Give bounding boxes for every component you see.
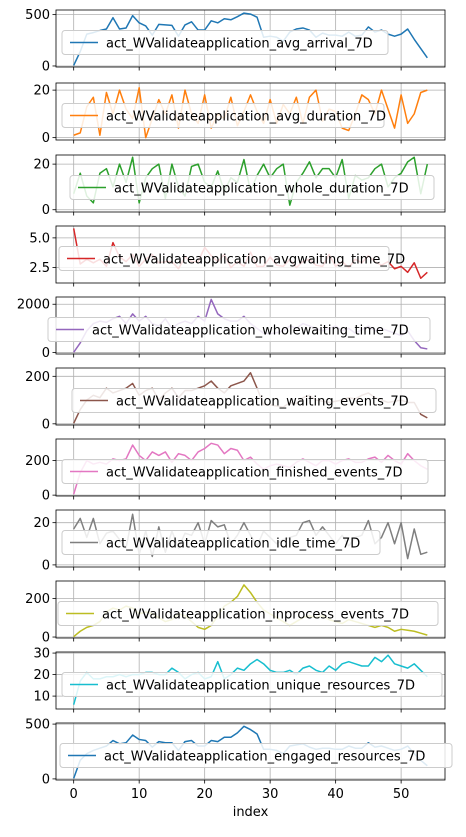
- y-tick-label: 10: [33, 690, 50, 705]
- axes-frame: [55, 9, 446, 68]
- y-tick-label: 0: [42, 558, 50, 573]
- legend-box: [59, 743, 453, 768]
- x-tick-label: 10: [131, 787, 148, 802]
- panel-11: 0 500 act_WValidateapplication_engaged_res…: [25, 718, 453, 787]
- panel-1: 0 500 act_WValidateapplication_avg_arrival…: [25, 8, 446, 74]
- axes-frame: [55, 225, 446, 284]
- legend-box: [47, 317, 431, 342]
- axes-frame: [55, 82, 446, 141]
- panel-7: 0 200 act_WValidateapplication_finished_ev…: [25, 438, 446, 504]
- x-axis-label: index: [233, 805, 269, 820]
- y-tick-label: 0: [42, 131, 50, 146]
- y-tick-label: 2.5: [29, 261, 50, 276]
- y-tick-label: 0: [42, 203, 50, 218]
- legend-label: act_WValidateapplication_wholewaiting_ti…: [92, 324, 409, 339]
- axes-frame: [55, 367, 446, 426]
- panel-8: 0 20 act_WValidateapplication_idle_time_7D: [33, 509, 446, 573]
- legend-label: act_WValidateapplication_waiting_events_…: [116, 395, 409, 410]
- series-line: [73, 12, 428, 66]
- legend-box: [58, 246, 390, 271]
- x-tick-label: 30: [262, 787, 279, 802]
- panel-9: 0 200 act_WValidateapplication_inprocess_e…: [25, 580, 446, 646]
- y-tick-label: 0: [42, 417, 50, 432]
- y-tick-label: 500: [25, 8, 50, 23]
- legend-box: [61, 103, 385, 128]
- legend-label: act_WValidateapplication_avg_duration_7D: [106, 110, 386, 125]
- panel-5: 0 2000 act_WValidateapplication_wholewaiti…: [17, 296, 446, 361]
- legend-box: [57, 601, 439, 626]
- legend-box: [61, 672, 443, 697]
- y-tick-label: 20: [33, 158, 50, 173]
- panel-2: 0 20 act_WValidateapplication_avg_duration…: [33, 82, 446, 146]
- legend-label: act_WValidateapplication_avg_arrival_7D: [106, 37, 373, 52]
- series-line: [72, 442, 428, 495]
- y-tick-label: 0: [42, 631, 50, 646]
- x-tick-label: 50: [393, 787, 410, 802]
- y-tick-label: 0: [42, 59, 50, 74]
- panel-3: 0 20 act_WValidateapplication_whole_durati…: [33, 154, 446, 218]
- y-tick-label: 20: [33, 668, 50, 683]
- legend-label: act_WValidateapplication_avgwaiting_time…: [103, 253, 405, 268]
- y-tick-label: 20: [33, 84, 50, 99]
- legend-box: [69, 175, 435, 200]
- legend-label: act_WValidateapplication_unique_resource…: [106, 679, 415, 694]
- legend-label: act_WValidateapplication_whole_duration_…: [114, 182, 409, 197]
- y-tick-label: 0: [42, 346, 50, 361]
- panel-10: 10 20 30 act_WValidateapplication_unique_re…: [33, 647, 446, 713]
- legend-label: act_WValidateapplication_inprocess_event…: [102, 608, 409, 623]
- x-tick-label: 20: [196, 787, 213, 802]
- legend-label: act_WValidateapplication_engaged_resourc…: [104, 750, 425, 765]
- legend-box: [71, 388, 437, 413]
- axes-frame: [55, 154, 446, 213]
- legend-box: [61, 459, 429, 484]
- axes-frame: [55, 509, 446, 568]
- panel-6: 0 200 act_WValidateapplication_waiting_eve…: [25, 367, 446, 432]
- panel-4: 2.5 5.0 act_WValidateapplication_avgwaitin…: [29, 225, 446, 287]
- y-tick-label: 30: [33, 647, 50, 662]
- y-tick-label: 20: [33, 516, 50, 531]
- axes-frame: [55, 438, 446, 497]
- legend-box: [61, 530, 381, 555]
- y-tick-label: 2000: [17, 298, 50, 313]
- x-tick-label: 0: [70, 787, 78, 802]
- axes-frame: [55, 580, 446, 639]
- x-tick-label: 40: [327, 787, 344, 802]
- y-tick-label: 200: [25, 454, 50, 469]
- legend-label: act_WValidateapplication_idle_time_7D: [106, 537, 360, 552]
- legend-label: act_WValidateapplication_finished_events…: [106, 466, 403, 481]
- y-tick-label: 5.0: [29, 231, 50, 246]
- series-line: [72, 725, 428, 779]
- legend-box: [61, 30, 389, 55]
- y-tick-label: 0: [42, 489, 50, 504]
- y-tick-label: 200: [25, 370, 50, 385]
- y-tick-label: 200: [25, 592, 50, 607]
- axes-frame: [55, 651, 446, 710]
- y-tick-label: 0: [42, 772, 50, 787]
- y-tick-label: 500: [25, 718, 50, 733]
